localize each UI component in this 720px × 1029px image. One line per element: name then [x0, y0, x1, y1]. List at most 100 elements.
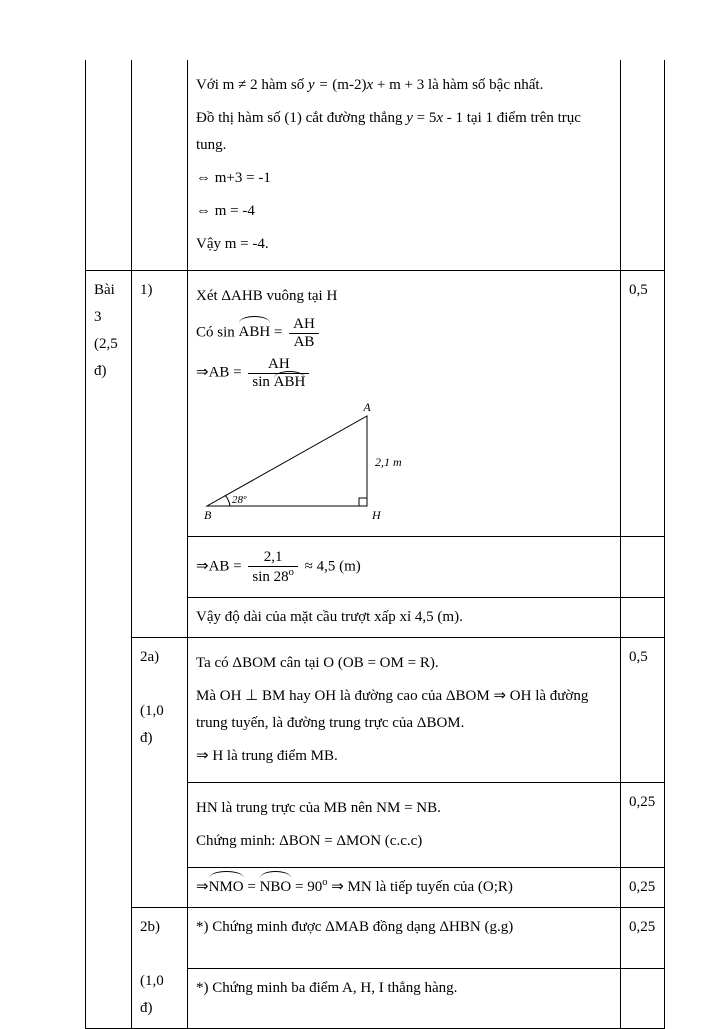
- cell-content: HN là trung trực của MB nên NM = NB. Chứ…: [188, 783, 621, 868]
- text-italic: y: [406, 110, 413, 126]
- paragraph: *) Chứng minh được ΔMAB đồng dạng ΔHBN (…: [196, 919, 513, 935]
- paragraph: Với m ≠ 2 hàm số y = (m-2)x + m + 3 là h…: [196, 72, 612, 99]
- fraction-den: sin ABH: [248, 373, 309, 391]
- angle-label: 28º: [232, 494, 247, 506]
- cell-content: *) Chứng minh được ΔMAB đồng dạng ΔHBN (…: [188, 908, 621, 969]
- arc-angle: NMO: [209, 874, 244, 901]
- cell-score: [621, 537, 665, 598]
- fraction: 2,1 sin 28o: [248, 549, 298, 585]
- paragraph: Ta có ΔBOM cân tại O (OB = OM = R).: [196, 650, 612, 677]
- cell-score: 0,25: [621, 868, 665, 908]
- paragraph: Vậy độ dài của mặt cầu trượt xấp xỉ 4,5 …: [196, 609, 463, 625]
- cell-score: 0,25: [621, 908, 665, 969]
- page: Với m ≠ 2 hàm số y = (m-2) x + m + 3 là h…: [0, 0, 720, 932]
- exercise-label: Bài 3: [94, 282, 115, 325]
- text: =: [244, 879, 260, 895]
- paragraph: Mà OH ⊥ BM hay OH là đường cao của ΔBOM …: [196, 683, 612, 737]
- part-points: (1,0 đ): [140, 973, 164, 1016]
- cell-exercise: [86, 60, 132, 271]
- cell-score: 0,25: [621, 783, 665, 868]
- vertex-label-a: A: [362, 400, 371, 414]
- paragraph: HN là trung trực của MB nên NM = NB.: [196, 795, 612, 822]
- text: + m + 3 là hàm số bậc nhất.: [373, 77, 543, 93]
- arc-angle: ABH: [274, 374, 306, 391]
- score: 0,5: [629, 282, 648, 298]
- arc-angle: ABH: [239, 319, 271, 346]
- text: ⇒: [196, 879, 209, 895]
- text: sin 28: [252, 569, 288, 585]
- table-row: 2b) (1,0 đ) *) Chứng minh được ΔMAB đồng…: [86, 908, 665, 969]
- score: 0,25: [629, 794, 655, 810]
- angle-arc: [225, 495, 230, 506]
- paragraph: ⇒AB = 2,1 sin 28o ≈ 4,5 (m): [196, 549, 612, 585]
- paragraph: ⇒ H là trung điểm MB.: [196, 743, 612, 770]
- table-row: Với m ≠ 2 hàm số y = (m-2) x + m + 3 là h…: [86, 60, 665, 271]
- vertex-label-h: H: [371, 508, 382, 522]
- text-italic: x: [436, 110, 443, 126]
- paragraph: Xét ΔAHB vuông tại H: [196, 283, 612, 310]
- text: ⇒AB =: [196, 364, 245, 380]
- fraction-den: AB: [289, 333, 319, 351]
- paragraph: ⇒AB = AH sin ABH: [196, 356, 612, 390]
- text: Có sin: [196, 324, 239, 340]
- part-label: 1): [140, 282, 153, 298]
- cell-score: 0,5: [621, 638, 665, 783]
- cell-exercise: Bài 3 (2,5 đ): [86, 271, 132, 1029]
- cell-content: Vậy độ dài của mặt cầu trượt xấp xỉ 4,5 …: [188, 598, 621, 638]
- paragraph: Có sin ABH = AH AB: [196, 316, 612, 350]
- text: ≈ 4,5 (m): [305, 558, 361, 574]
- text: ⇒AB =: [196, 558, 245, 574]
- score: 0,25: [629, 879, 655, 895]
- arc-angle: NBO: [260, 874, 292, 901]
- paragraph: Chứng minh: ΔBON = ΔMON (c.c.c): [196, 828, 612, 855]
- side-label: 2,1 m: [375, 455, 402, 469]
- cell-content: Xét ΔAHB vuông tại H Có sin ABH = AH AB …: [188, 271, 621, 537]
- exercise-points: (2,5 đ): [94, 336, 118, 379]
- text: Với m ≠ 2 hàm số: [196, 77, 308, 93]
- part-label: 2a): [140, 649, 159, 665]
- text: (m-2): [332, 77, 366, 93]
- vertex-label-b: B: [204, 508, 212, 522]
- fraction: AH AB: [289, 316, 319, 350]
- score: 0,25: [629, 919, 655, 935]
- text: Đồ thị hàm số (1) cắt đường thẳng: [196, 110, 406, 126]
- solution-table: Với m ≠ 2 hàm số y = (m-2) x + m + 3 là h…: [85, 60, 665, 1029]
- table-row: Bài 3 (2,5 đ) 1) Xét ΔAHB vuông tại H Có…: [86, 271, 665, 537]
- triangle-diagram: 28º A B H 2,1 m: [192, 396, 412, 526]
- score: 0,5: [629, 649, 648, 665]
- text: = 5: [413, 110, 436, 126]
- cell-part: 2b) (1,0 đ): [132, 908, 188, 1029]
- cell-score: 0,5: [621, 271, 665, 537]
- paragraph: ⇔ m = -4: [196, 198, 612, 225]
- fraction: AH sin ABH: [248, 356, 309, 390]
- fraction-num: AH: [248, 356, 309, 373]
- cell-part: 2a) (1,0 đ): [132, 638, 188, 908]
- part-points: (1,0 đ): [140, 703, 164, 746]
- text-italic: y =: [308, 77, 332, 93]
- cell-content: Ta có ΔBOM cân tại O (OB = OM = R). Mà O…: [188, 638, 621, 783]
- cell-content: *) Chứng minh ba điểm A, H, I thẳng hàng…: [188, 968, 621, 1029]
- cell-content: Với m ≠ 2 hàm số y = (m-2) x + m + 3 là h…: [188, 60, 621, 271]
- right-angle-mark: [359, 498, 367, 506]
- superscript: o: [289, 567, 294, 578]
- cell-score: [621, 598, 665, 638]
- paragraph: *) Chứng minh ba điểm A, H, I thẳng hàng…: [196, 980, 457, 996]
- cell-content: ⇒NMO = NBO = 90o ⇒ MN là tiếp tuyến của …: [188, 868, 621, 908]
- cell-part: [132, 60, 188, 271]
- text: =: [270, 324, 286, 340]
- fraction-num: AH: [289, 316, 319, 333]
- triangle-shape: [207, 416, 367, 506]
- cell-content: ⇒AB = 2,1 sin 28o ≈ 4,5 (m): [188, 537, 621, 598]
- paragraph: Vậy m = -4.: [196, 231, 612, 258]
- part-label: 2b): [140, 919, 160, 935]
- paragraph: ⇔ m+3 = -1: [196, 165, 612, 192]
- paragraph: Đồ thị hàm số (1) cắt đường thẳng y = 5x…: [196, 105, 612, 159]
- cell-score: [621, 968, 665, 1029]
- text: sin: [252, 374, 273, 390]
- fraction-num: 2,1: [248, 549, 298, 566]
- cell-score: [621, 60, 665, 271]
- table-row: 2a) (1,0 đ) Ta có ΔBOM cân tại O (OB = O…: [86, 638, 665, 783]
- cell-part: 1): [132, 271, 188, 638]
- text: ⇒ MN là tiếp tuyến của (O;R): [327, 879, 512, 895]
- fraction-den: sin 28o: [248, 566, 298, 586]
